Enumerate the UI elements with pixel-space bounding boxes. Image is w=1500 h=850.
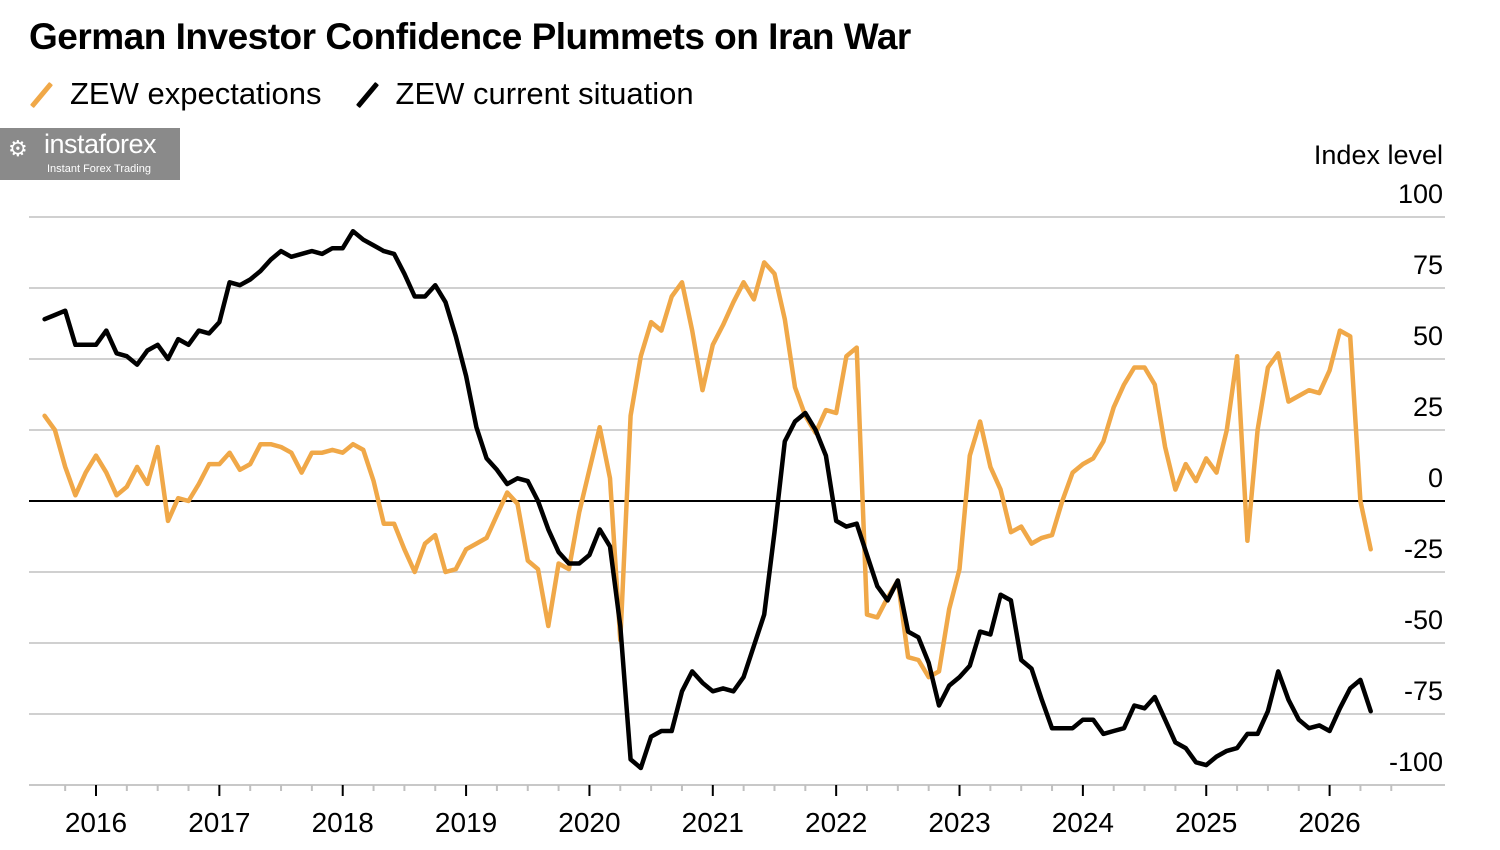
- x-tick-label: 2022: [805, 807, 867, 838]
- legend-item-current: ZEW current situation: [356, 76, 694, 112]
- instaforex-logo-icon: ⚙: [8, 136, 28, 161]
- legend: ZEW expectations ZEW current situation: [30, 76, 728, 112]
- x-tick-label: 2021: [682, 807, 744, 838]
- y-axis-label: Index level: [1314, 140, 1443, 170]
- chart-title: German Investor Confidence Plummets on I…: [29, 16, 911, 57]
- y-tick-label: -100: [1389, 747, 1443, 777]
- y-tick-label: -75: [1404, 676, 1443, 706]
- y-tick-label: 75: [1413, 250, 1443, 280]
- watermark-tagline: Instant Forex Trading: [47, 163, 151, 175]
- watermark: ⚙ instaforex Instant Forex Trading: [0, 128, 180, 180]
- legend-item-expectations: ZEW expectations: [30, 76, 322, 112]
- y-tick-label: 0: [1428, 463, 1443, 493]
- x-tick-label: 2019: [435, 807, 497, 838]
- series-line-zew-current-situation: [42, 228, 1373, 771]
- x-tick-label: 2026: [1298, 807, 1360, 838]
- y-tick-label: -25: [1404, 534, 1443, 564]
- series-line-zew-expectations: [42, 260, 1373, 680]
- watermark-name: instaforex: [44, 129, 157, 159]
- y-tick-label: -50: [1404, 605, 1443, 635]
- x-tick-label: 2020: [558, 807, 620, 838]
- x-tick-label: 2016: [65, 807, 127, 838]
- x-tick-label: 2018: [312, 807, 374, 838]
- legend-label-current: ZEW current situation: [395, 76, 694, 111]
- x-tick-label: 2025: [1175, 807, 1237, 838]
- x-tick-label: 2024: [1052, 807, 1114, 838]
- y-tick-label: 50: [1413, 321, 1443, 351]
- x-tick-label: 2017: [188, 807, 250, 838]
- y-tick-label: 100: [1398, 179, 1443, 209]
- legend-label-expectations: ZEW expectations: [70, 76, 322, 111]
- x-tick-label: 2023: [928, 807, 990, 838]
- y-tick-label: 25: [1413, 392, 1443, 422]
